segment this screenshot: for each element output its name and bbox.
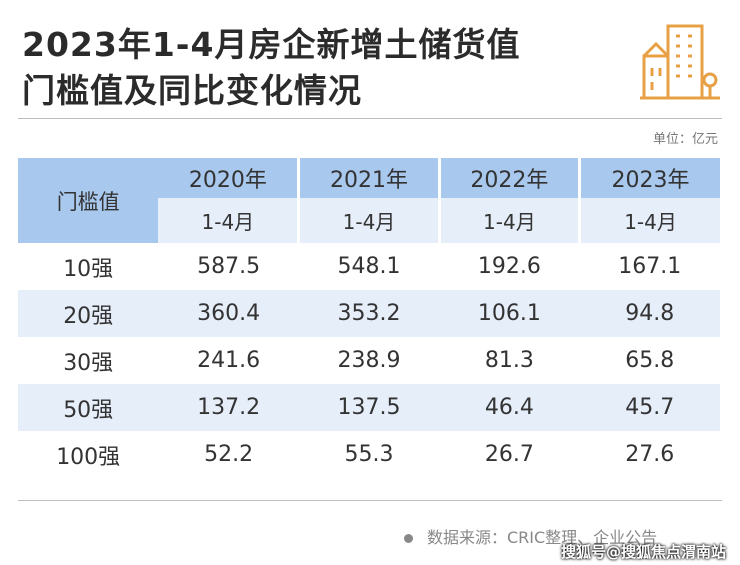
- period-header: 1-4月: [578, 198, 720, 243]
- row-label: 100强: [56, 444, 121, 470]
- table-row: 10强 587.5 548.1 192.6 167.1: [18, 243, 720, 290]
- value-cell: 167.1: [618, 254, 682, 279]
- value-cell: 45.7: [625, 395, 675, 420]
- row-label: 20强: [63, 303, 114, 329]
- value-cell: 137.2: [197, 395, 261, 420]
- corner-header: 门槛值: [18, 158, 159, 243]
- building-icon: [640, 24, 720, 100]
- row-label: 30强: [63, 350, 114, 376]
- year-header: 2020年: [158, 158, 299, 198]
- period-header: 1-4月: [437, 198, 580, 243]
- value-cell: 65.8: [625, 348, 675, 373]
- value-cell: 587.5: [197, 254, 261, 279]
- table-row: 100强 52.2 55.3 26.7 27.6: [18, 431, 720, 478]
- data-table: 门槛值 2020年 2021年 2022年 2023年 1-4月 1-4月 1-4月 1-4…: [18, 158, 720, 478]
- value-cell: 241.6: [197, 348, 261, 373]
- period-header: 1-4月: [158, 198, 299, 243]
- source-note: 数据来源：CRIC整理、企业公告: [404, 524, 657, 548]
- period-header: 1-4月: [297, 198, 440, 243]
- value-cell: 353.2: [337, 301, 401, 326]
- value-cell: 26.7: [484, 442, 534, 467]
- divider: [18, 500, 722, 501]
- row-label: 50强: [63, 397, 114, 423]
- value-cell: 52.2: [204, 442, 254, 467]
- value-cell: 192.6: [477, 254, 541, 279]
- value-cell: 27.6: [625, 442, 675, 467]
- table-row: 50强 137.2 137.5 46.4 45.7: [18, 384, 720, 431]
- watermark: 搜狐号@搜狐焦点渭南站: [560, 543, 726, 561]
- year-header: 2022年: [437, 158, 580, 198]
- value-cell: 94.8: [625, 301, 675, 326]
- value-cell: 81.3: [484, 348, 534, 373]
- unit: 单位：亿元: [652, 132, 718, 147]
- value-cell: 137.5: [337, 395, 401, 420]
- title-line: 门槛值及同比变化情况: [22, 71, 362, 110]
- value-cell: 238.9: [337, 348, 401, 373]
- year-header: 2021年: [297, 158, 440, 198]
- divider: [18, 118, 722, 119]
- table-row: 30强 241.6 238.9 81.3 65.8: [18, 337, 720, 384]
- value-cell: 46.4: [484, 395, 534, 420]
- table-row: 20强 360.4 353.2 106.1 94.8: [18, 290, 720, 337]
- row-label: 10强: [63, 256, 114, 282]
- value-cell: 548.1: [337, 254, 401, 279]
- value-cell: 360.4: [197, 301, 261, 326]
- title-line: 2023年1-4月房企新增土储货值: [22, 25, 521, 64]
- value-cell: 106.1: [477, 301, 541, 326]
- value-cell: 55.3: [344, 442, 394, 467]
- year-header: 2023年: [578, 158, 720, 198]
